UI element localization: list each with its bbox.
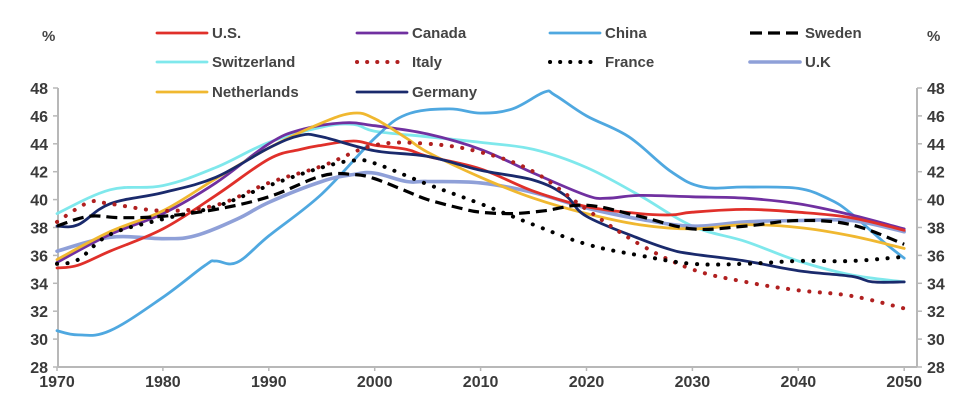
- right-y-tick-label: 42: [927, 165, 945, 182]
- series-line-china: [55, 89, 906, 337]
- legend-label: Italy: [412, 54, 443, 71]
- x-tick-label: 2020: [569, 374, 605, 391]
- series-line-germany: [55, 132, 906, 284]
- series-line-u-k: [55, 170, 906, 253]
- x-tick-label: 2050: [886, 374, 922, 391]
- x-tick-label: 2000: [357, 374, 393, 391]
- left-y-tick-label: 38: [30, 221, 48, 238]
- series-line-u-s: [55, 139, 906, 270]
- legend-item-u-s: U.S.: [155, 25, 241, 42]
- left-y-tick-label: 42: [30, 165, 48, 182]
- left-unit-label: %: [42, 28, 55, 45]
- series-line-france: [55, 157, 907, 267]
- legend-item-italy: Italy: [355, 54, 443, 71]
- legend-item-france: France: [548, 54, 654, 71]
- legend-label: China: [605, 25, 647, 42]
- series-line-canada: [55, 121, 906, 264]
- right-y-tick-label: 46: [927, 109, 945, 126]
- x-tick-label: 1980: [145, 374, 181, 391]
- legend-label: Sweden: [805, 25, 862, 42]
- legend-item-u-k: U.K: [748, 54, 831, 71]
- right-y-tick-label: 32: [927, 304, 945, 321]
- legend-item-netherlands: Netherlands: [155, 84, 299, 101]
- right-y-tick-label: 38: [927, 221, 945, 238]
- legend-item-china: China: [548, 25, 647, 42]
- legend-item-canada: Canada: [355, 25, 467, 42]
- legend-label: U.K: [805, 54, 831, 71]
- left-y-tick-label: 28: [30, 360, 48, 377]
- left-y-tick-label: 48: [30, 81, 48, 98]
- left-y-tick-label: 46: [30, 109, 48, 126]
- legend-item-germany: Germany: [355, 84, 478, 101]
- left-y-tick-label: 44: [30, 137, 48, 154]
- legend-label: Canada: [412, 25, 467, 42]
- legend-label: Netherlands: [212, 84, 299, 101]
- series-layer: [55, 89, 907, 337]
- right-y-tick-label: 36: [927, 248, 945, 265]
- x-tick-label: 1990: [251, 374, 287, 391]
- x-tick-label: 2010: [463, 374, 499, 391]
- left-y-tick-label: 32: [30, 304, 48, 321]
- legend-label: France: [605, 54, 654, 71]
- legend-label: Switzerland: [212, 54, 295, 71]
- left-y-tick-label: 34: [30, 276, 48, 293]
- right-y-tick-label: 30: [927, 332, 945, 349]
- right-y-tick-label: 44: [927, 137, 945, 154]
- right-y-tick-label: 48: [927, 81, 945, 98]
- legend: U.S. Canada China Sweden Switzerland Italy Fra…: [155, 25, 862, 101]
- x-tick-label: 2030: [675, 374, 711, 391]
- right-unit-label: %: [927, 28, 940, 45]
- left-y-tick-label: 36: [30, 248, 48, 265]
- right-y-tick-label: 28: [927, 360, 945, 377]
- axes: 28 28 30 30 32 32 34 34 36 36 38 38 40 40 42 42 44 44 46 46…: [30, 81, 945, 391]
- legend-label: U.S.: [212, 25, 241, 42]
- x-tick-label: 2040: [781, 374, 817, 391]
- left-y-tick-label: 30: [30, 332, 48, 349]
- x-tick-label: 1970: [39, 374, 75, 391]
- legend-label: Germany: [412, 84, 478, 101]
- left-y-tick-label: 40: [30, 193, 48, 210]
- right-y-tick-label: 34: [927, 276, 945, 293]
- series-line-sweden: [56, 171, 905, 246]
- legend-item-switzerland: Switzerland: [155, 54, 295, 71]
- legend-item-sweden: Sweden: [750, 25, 862, 42]
- right-y-tick-label: 40: [927, 193, 945, 210]
